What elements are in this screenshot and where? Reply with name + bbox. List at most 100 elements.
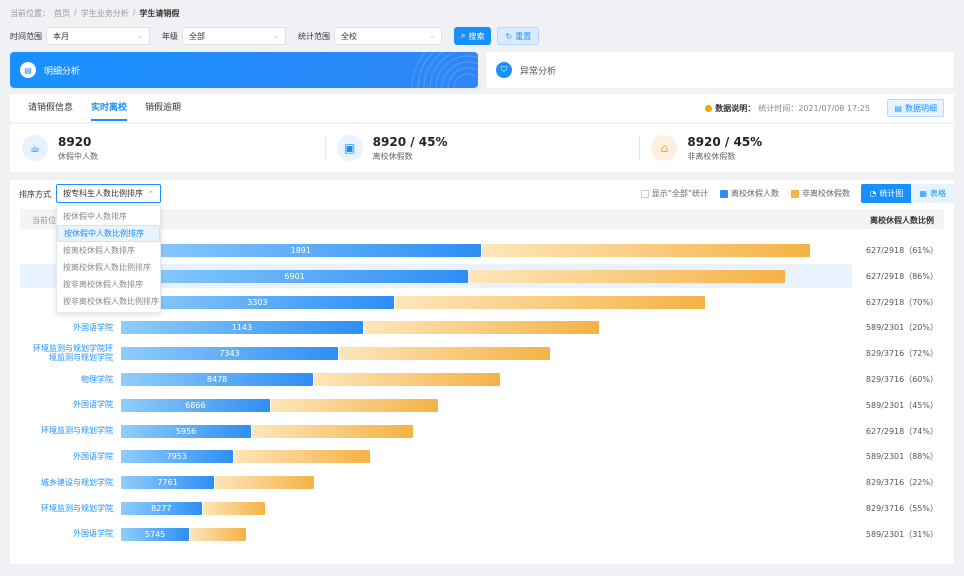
breadcrumb-item-home[interactable]: 首页 — [54, 9, 70, 18]
bar-category-label[interactable]: 环境监测与规划学院 — [41, 503, 113, 513]
ratio-value: 627/2918（86%） — [865, 271, 938, 281]
legend-label: 离校休假人数 — [731, 189, 779, 198]
bar-category-label[interactable]: 外国语学院 — [73, 451, 113, 461]
stat-label: 离校休假数 — [372, 151, 413, 161]
grade-select[interactable]: 全部 ⌄ — [182, 27, 286, 45]
breadcrumb-item-current: 学生请销假 — [139, 9, 180, 18]
chart-view-label: 统计图 — [879, 189, 904, 198]
tab-detail-analysis[interactable]: ▤ 明细分析 — [10, 52, 478, 88]
bar-on-campus[interactable] — [270, 398, 439, 412]
ratio-value: 829/3716（22%） — [865, 478, 938, 488]
header-left-label: 当前位 — [32, 216, 56, 225]
stat-label: 非离校休假数 — [687, 151, 736, 161]
ratio-value: 589/2301（45%） — [865, 400, 938, 410]
bar-category-label[interactable]: 外国语学院 — [73, 529, 113, 539]
scope-value: 全校 — [341, 31, 357, 41]
sort-option[interactable]: 按非离校休假人数比例排序 — [63, 297, 159, 306]
chevron-up-icon: ⌃ — [148, 189, 154, 198]
tab-overdue[interactable]: 销假逾期 — [145, 103, 182, 113]
bar-on-campus[interactable] — [215, 476, 315, 490]
time-range-select[interactable]: 本月 ⌄ — [46, 27, 150, 45]
bar-category-label[interactable]: 环境监测与规划学院 — [41, 426, 113, 436]
bar-off-campus[interactable]: 3303 — [121, 295, 394, 309]
table-view-button[interactable]: ▦ 表格 — [911, 184, 954, 203]
tab-realtime-off-campus[interactable]: 实时离校 — [91, 100, 128, 121]
table-view-label: 表格 — [930, 189, 946, 198]
coffee-icon: ☕ — [22, 135, 48, 161]
decorative-waves — [411, 52, 478, 88]
bar-on-campus[interactable] — [190, 527, 246, 541]
legend-swatch — [791, 189, 799, 198]
bar-off-campus[interactable]: 7343 — [121, 347, 338, 361]
bar-category-label[interactable]: 城乡建设与规划学院 — [41, 477, 113, 487]
bar-on-campus[interactable] — [363, 321, 600, 335]
bar-off-campus[interactable]: 1143 — [121, 321, 363, 335]
scope-select[interactable]: 全校 ⌄ — [334, 27, 442, 45]
sort-option[interactable]: 按非离校休假人数排序 — [63, 280, 143, 289]
ratio-value: 829/3716（55%） — [865, 504, 938, 513]
bar-off-campus[interactable]: 6866 — [121, 398, 270, 412]
chevron-down-icon: ⌄ — [273, 32, 279, 40]
legend-item-on-campus[interactable]: 非离校休假数 — [791, 188, 850, 199]
breadcrumb-separator: / — [132, 8, 136, 17]
ratio-value: 589/2301（88%） — [865, 452, 938, 462]
sort-option[interactable]: 按离校休假人数比例排序 — [63, 263, 151, 272]
bar-on-campus[interactable] — [339, 347, 550, 361]
chart-view-button[interactable]: ◔ 统计图 — [861, 184, 912, 203]
bar-off-campus[interactable]: 6901 — [121, 269, 469, 283]
legend-item-off-campus[interactable]: 离校休假人数 — [720, 188, 779, 199]
search-icon: ⌕ — [461, 31, 466, 40]
bar-off-campus[interactable]: 8478 — [121, 373, 314, 386]
stats-bar: ☕ 8920 休假中人数 ▣ 8920 / 45% 离校休假数 ⌂ 8920 /… — [10, 124, 954, 172]
sort-option[interactable]: 按休假中人数比例排序 — [57, 225, 160, 242]
bar-on-campus[interactable] — [394, 295, 705, 309]
data-note-label: 数据说明： — [715, 104, 756, 113]
bar-off-campus[interactable]: 1891 — [121, 244, 481, 257]
sort-label: 排序方式 — [19, 190, 51, 199]
bar-on-campus[interactable] — [481, 244, 811, 257]
bag-icon: ▣ — [336, 135, 363, 161]
sort-option[interactable]: 按休假中人数排序 — [63, 212, 127, 221]
show-all-toggle[interactable]: 显示“全部”统计 — [640, 188, 708, 199]
data-note: 数据说明： 统计时间：2021/07/08 17:25 — [705, 103, 870, 114]
home-icon: ⌂ — [651, 135, 678, 161]
bar-off-campus[interactable]: 7761 — [121, 476, 214, 490]
breadcrumb-item-analysis[interactable]: 学生业务分析 — [80, 9, 129, 18]
refresh-icon: ↻ — [505, 31, 513, 41]
data-detail-button-label: 数据明细 — [905, 103, 937, 113]
bar-on-campus[interactable] — [469, 269, 786, 283]
bar-off-campus[interactable]: 5956 — [121, 424, 252, 438]
search-button[interactable]: ⌕ 搜索 — [454, 27, 492, 45]
bar-category-label[interactable]: 外国语学院 — [73, 400, 113, 410]
checkbox-icon[interactable] — [640, 189, 649, 198]
reset-button-label: 重置 — [515, 31, 532, 41]
stat-off-campus: ▣ 8920 / 45% 离校休假数 — [324, 124, 640, 172]
sort-option[interactable]: 按离校休假人数排序 — [63, 246, 135, 255]
bar-category-label[interactable]: 外国语学院 — [73, 322, 113, 332]
bar-category-label[interactable]: 物理学院 — [81, 374, 113, 384]
stat-label: 休假中人数 — [58, 151, 98, 161]
stat-value: 8920 — [58, 134, 92, 149]
bar-on-campus[interactable] — [252, 424, 414, 438]
bar-on-campus[interactable] — [233, 450, 370, 464]
bar-on-campus[interactable] — [314, 373, 501, 386]
reset-button[interactable]: ↻ 重置 — [497, 27, 540, 45]
breadcrumb-prefix: 当前位置： — [10, 9, 50, 18]
data-detail-button[interactable]: ▤ 数据明细 — [887, 99, 944, 117]
bar-off-campus[interactable]: 5745 — [121, 527, 190, 541]
bar-off-campus[interactable]: 8277 — [121, 502, 202, 515]
grade-label: 年级 — [162, 31, 178, 41]
stat-on-campus: ⌂ 8920 / 45% 非离校休假数 — [639, 124, 954, 172]
tab-leave-info[interactable]: 请销假信息 — [28, 103, 74, 113]
doc-icon: ▤ — [20, 62, 36, 78]
bar-on-campus[interactable] — [202, 502, 265, 515]
sort-dropdown-menu: 按休假中人数排序按休假中人数比例排序按离校休假人数排序按离校休假人数比例排序 按非… — [56, 205, 161, 313]
info-dot-icon — [705, 105, 713, 112]
shield-icon: ⛉ — [496, 62, 512, 78]
bar-off-campus[interactable]: 7953 — [121, 450, 233, 464]
bar-category-label[interactable]: 环境监测与规划学院环 境监测与规划学院 — [33, 344, 113, 363]
subtab-panel — [10, 94, 954, 122]
sort-select[interactable]: 按专科生人数比例排序 ⌃ — [56, 184, 161, 203]
view-toggle: ◔ 统计图 ▦ 表格 — [861, 184, 954, 203]
tab-abnormal-analysis[interactable]: ⛉ 异常分析 — [486, 52, 954, 88]
